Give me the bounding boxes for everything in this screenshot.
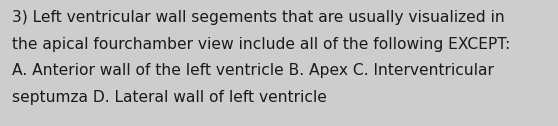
Text: 3) Left ventricular wall segements that are usually visualized in: 3) Left ventricular wall segements that …: [12, 10, 505, 25]
Text: septumza D. Lateral wall of left ventricle: septumza D. Lateral wall of left ventric…: [12, 89, 327, 104]
Text: A. Anterior wall of the left ventricle B. Apex C. Interventricular: A. Anterior wall of the left ventricle B…: [12, 63, 494, 78]
Text: the apical fourchamber view include all of the following EXCEPT:: the apical fourchamber view include all …: [12, 37, 510, 52]
